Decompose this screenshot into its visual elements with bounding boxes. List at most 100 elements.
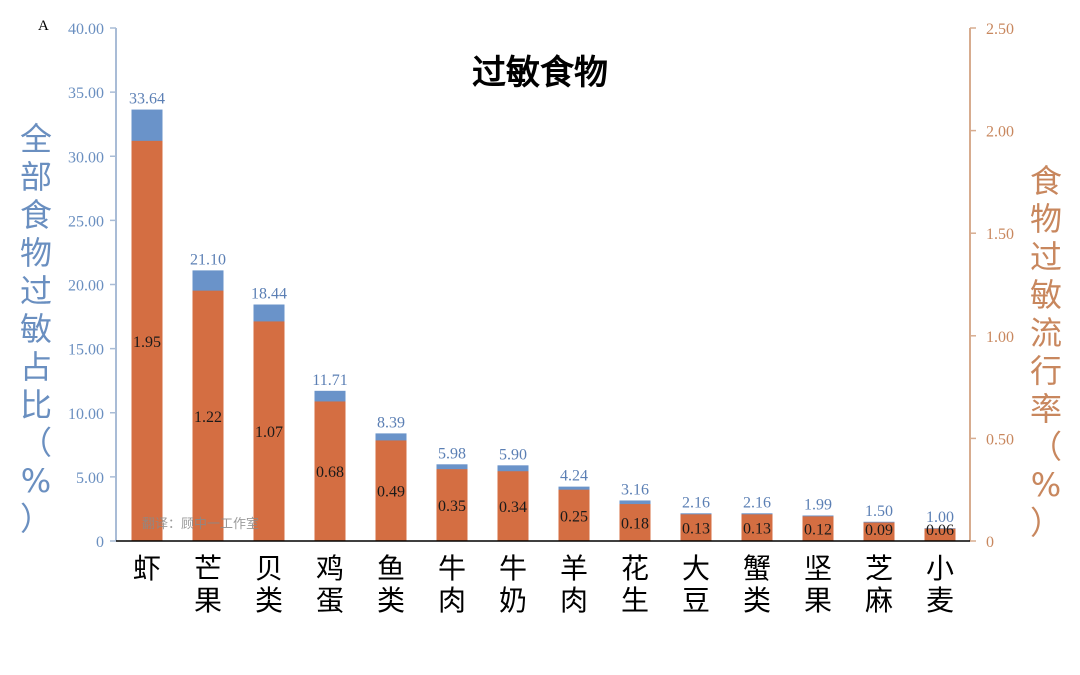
category-label-char: 肉 bbox=[438, 584, 466, 617]
category-label-char: 鱼 bbox=[377, 552, 405, 585]
share-data-label: 8.39 bbox=[377, 414, 405, 431]
right-tick-label: 1.00 bbox=[986, 329, 1014, 346]
category-label-char: 麻 bbox=[865, 584, 893, 617]
right-axis-title-char: （ bbox=[1030, 428, 1062, 466]
right-tick-label: 2.00 bbox=[986, 124, 1014, 141]
share-data-label: 5.90 bbox=[499, 446, 527, 463]
category-label-char: 蛋 bbox=[316, 584, 344, 617]
bar-prevalence bbox=[619, 504, 651, 541]
watermark: 翻译：顾中一工作室 bbox=[142, 516, 259, 532]
category-label-char: 芒 bbox=[194, 552, 222, 585]
share-data-label: 3.16 bbox=[621, 481, 649, 498]
bar-prevalence bbox=[802, 516, 834, 541]
right-axis-title-char: % bbox=[1031, 466, 1061, 504]
category-label-char: 虾 bbox=[133, 552, 161, 585]
prevalence-data-label: 0.09 bbox=[865, 522, 893, 539]
right-tick-label: 1.50 bbox=[986, 226, 1014, 243]
category-label-char: 大 bbox=[682, 552, 710, 585]
share-data-label: 1.00 bbox=[926, 509, 954, 526]
category-label-char: 坚 bbox=[804, 552, 832, 585]
category-label-char: 类 bbox=[255, 584, 283, 617]
right-axis-title-char: 率 bbox=[1030, 390, 1062, 428]
left-tick-label: 40.00 bbox=[68, 21, 104, 38]
right-axis-title-char: 流 bbox=[1030, 314, 1062, 352]
bar-prevalence bbox=[192, 290, 224, 541]
category-label-char: 羊 bbox=[560, 552, 588, 585]
right-tick-label: 2.50 bbox=[986, 21, 1014, 38]
prevalence-data-label: 1.07 bbox=[255, 424, 283, 441]
bar-prevalence bbox=[497, 471, 529, 541]
bar-prevalence bbox=[863, 522, 895, 541]
share-data-label: 1.50 bbox=[865, 503, 893, 520]
right-tick-label: 0.50 bbox=[986, 431, 1014, 448]
category-label-char: 类 bbox=[743, 584, 771, 617]
left-tick-label: 25.00 bbox=[68, 213, 104, 230]
left-axis-title-char: 全 bbox=[20, 120, 52, 158]
prevalence-data-label: 0.34 bbox=[499, 499, 527, 516]
category-label-char: 果 bbox=[194, 584, 222, 617]
category-label-char: 果 bbox=[804, 584, 832, 617]
left-axis-title-char: 食 bbox=[20, 196, 52, 234]
right-axis-title-char: 行 bbox=[1030, 352, 1062, 390]
category-label-char: 奶 bbox=[499, 584, 527, 617]
prevalence-data-label: 0.13 bbox=[743, 521, 771, 538]
category-label-char: 蟹 bbox=[743, 552, 771, 585]
prevalence-data-label: 1.95 bbox=[133, 334, 161, 351]
right-tick-label: 0 bbox=[986, 534, 994, 551]
left-axis-title-char: 物 bbox=[20, 234, 52, 272]
share-data-label: 1.99 bbox=[804, 496, 832, 513]
bar-prevalence bbox=[741, 514, 773, 541]
left-axis-title-char: 过 bbox=[20, 272, 52, 310]
bar-prevalence bbox=[375, 440, 407, 541]
category-label-char: 肉 bbox=[560, 584, 588, 617]
left-axis-title-char: 占 bbox=[20, 348, 52, 386]
left-tick-label: 10.00 bbox=[68, 406, 104, 423]
share-data-label: 11.71 bbox=[312, 372, 347, 389]
panel-label: A bbox=[38, 18, 49, 34]
bar-prevalence bbox=[924, 528, 956, 541]
category-label-char: 豆 bbox=[682, 584, 710, 617]
left-tick-label: 15.00 bbox=[68, 342, 104, 359]
right-axis-title-char: 物 bbox=[1030, 200, 1062, 238]
category-label-char: 鸡 bbox=[316, 552, 344, 585]
bar-prevalence bbox=[314, 401, 346, 541]
right-axis-title-char: ） bbox=[1030, 504, 1062, 542]
right-axis-title-char: 食 bbox=[1030, 162, 1062, 200]
bar-prevalence bbox=[131, 140, 163, 542]
right-axis-title-char: 过 bbox=[1030, 238, 1062, 276]
left-axis-title-char: 比 bbox=[20, 386, 52, 424]
bar-prevalence bbox=[680, 514, 712, 541]
bar-prevalence bbox=[253, 321, 285, 541]
category-label-char: 贝 bbox=[255, 552, 283, 585]
prevalence-data-label: 0.06 bbox=[926, 522, 954, 539]
category-label-char: 芝 bbox=[865, 552, 893, 585]
category-label-char: 花 bbox=[621, 552, 649, 585]
left-tick-label: 5.00 bbox=[76, 470, 104, 487]
prevalence-data-label: 0.68 bbox=[316, 464, 344, 481]
prevalence-data-label: 0.18 bbox=[621, 516, 649, 533]
left-tick-label: 30.00 bbox=[68, 149, 104, 166]
prevalence-data-label: 0.12 bbox=[804, 522, 832, 539]
prevalence-data-label: 0.13 bbox=[682, 521, 710, 538]
share-data-label: 21.10 bbox=[190, 251, 226, 268]
left-axis-title-char: （ bbox=[20, 424, 52, 462]
category-label-char: 类 bbox=[377, 584, 405, 617]
left-axis-title-char: 部 bbox=[20, 158, 52, 196]
left-tick-label: 35.00 bbox=[68, 85, 104, 102]
left-tick-label: 0 bbox=[96, 534, 104, 551]
left-tick-label: 20.00 bbox=[68, 278, 104, 295]
category-label-char: 牛 bbox=[438, 552, 466, 585]
bar-prevalence bbox=[436, 469, 468, 541]
prevalence-data-label: 0.25 bbox=[560, 508, 588, 525]
prevalence-data-label: 0.35 bbox=[438, 498, 466, 515]
left-axis-title-char: ） bbox=[20, 500, 52, 538]
category-label-char: 牛 bbox=[499, 552, 527, 585]
share-data-label: 5.98 bbox=[438, 445, 466, 462]
bar-prevalence bbox=[558, 489, 590, 541]
prevalence-data-label: 1.22 bbox=[194, 409, 222, 426]
right-axis-title-char: 敏 bbox=[1030, 276, 1062, 314]
left-axis-title-char: % bbox=[21, 462, 51, 500]
share-data-label: 18.44 bbox=[251, 286, 287, 303]
chart-title: 过敏食物 bbox=[472, 53, 608, 93]
